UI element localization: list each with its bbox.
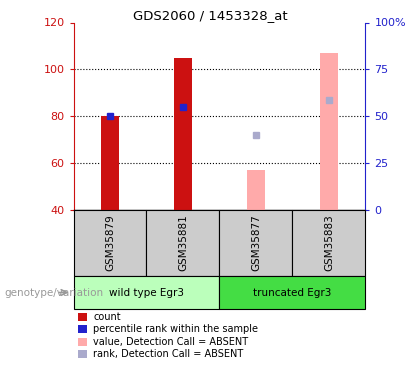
Bar (220, 210, 292, 276)
Bar (174, 58, 192, 210)
Text: GSM35883: GSM35883 (324, 214, 334, 271)
Text: truncated Egr3: truncated Egr3 (253, 288, 332, 297)
Text: GDS2060 / 1453328_at: GDS2060 / 1453328_at (133, 9, 287, 22)
Bar (320, 53, 338, 210)
Text: percentile rank within the sample: percentile rank within the sample (93, 324, 258, 334)
Bar (74, 276, 220, 309)
Text: GSM35877: GSM35877 (251, 214, 261, 271)
Bar (101, 116, 119, 210)
Text: genotype/variation: genotype/variation (4, 288, 103, 297)
Text: GSM35881: GSM35881 (178, 214, 188, 271)
Bar (292, 210, 365, 276)
Bar (220, 276, 365, 309)
Bar (147, 210, 220, 276)
Bar (74, 210, 147, 276)
Text: value, Detection Call = ABSENT: value, Detection Call = ABSENT (93, 337, 248, 346)
Bar (247, 170, 265, 210)
Text: wild type Egr3: wild type Egr3 (109, 288, 184, 297)
Text: count: count (93, 312, 121, 322)
Text: GSM35879: GSM35879 (105, 214, 115, 271)
Text: rank, Detection Call = ABSENT: rank, Detection Call = ABSENT (93, 349, 244, 359)
